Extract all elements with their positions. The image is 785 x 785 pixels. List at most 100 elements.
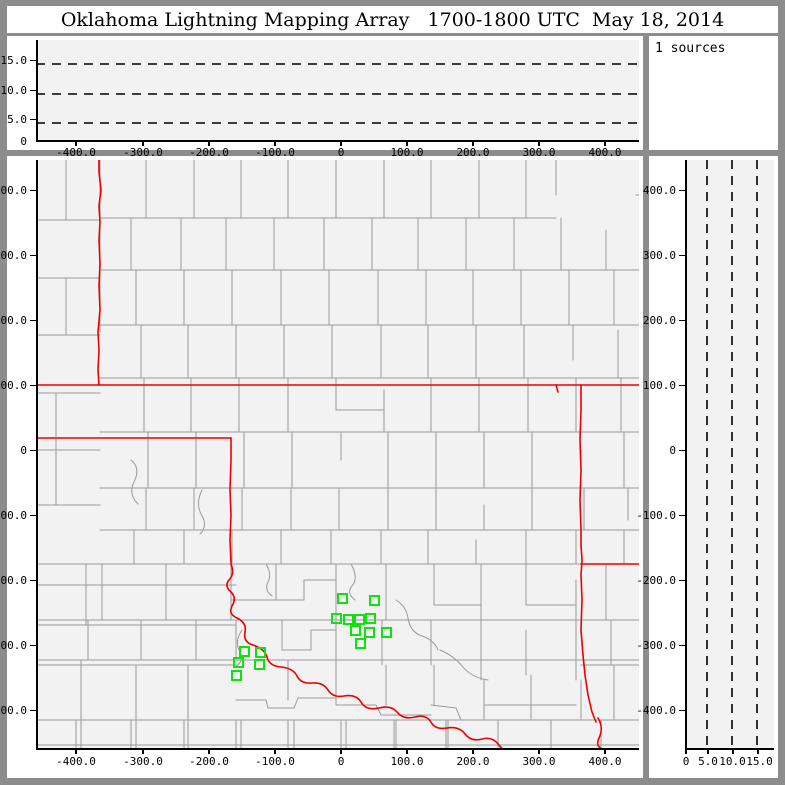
xtick-mark <box>340 748 342 754</box>
ytick-label: 0 <box>669 444 676 457</box>
altitude-vs-x-gridlines <box>36 63 639 124</box>
xtick-mark <box>472 748 474 754</box>
xtick-mark <box>538 140 540 146</box>
ytick-mark <box>30 579 37 581</box>
map-geography <box>36 160 639 749</box>
ytick-mark <box>679 579 686 581</box>
xtick-mark <box>406 748 408 754</box>
map-plot-area <box>36 160 639 749</box>
map-y-axis <box>36 160 38 749</box>
ytick-mark <box>30 644 37 646</box>
ytick-label: 200.0 <box>642 314 676 327</box>
ytick-label: -100.0 <box>636 509 676 522</box>
xtick-mark <box>75 140 77 146</box>
xtick-mark <box>604 748 606 754</box>
xtick-label: 0 <box>682 755 690 768</box>
xtick-label: 5.0 <box>698 755 718 768</box>
xtick-label: 300.0 <box>522 146 556 159</box>
ytick-mark <box>679 254 686 256</box>
ytick-mark <box>679 189 686 191</box>
altitude-vs-y-y-axis <box>685 160 687 749</box>
ytick-mark <box>30 254 37 256</box>
page-title: Oklahoma Lightning Mapping Array 1700-18… <box>60 8 725 31</box>
ytick-mark <box>679 449 686 451</box>
ytick-mark <box>30 59 37 61</box>
source-markers <box>231 593 392 681</box>
ytick-label: 10.0 <box>0 84 28 97</box>
ytick-mark <box>30 89 37 91</box>
ytick-label: -200.0 <box>636 574 676 587</box>
xtick-label: -100.0 <box>255 146 295 159</box>
ytick-label: 400.0 <box>0 184 27 197</box>
ytick-label: -300.0 <box>0 639 27 652</box>
source-count-label: 1 sources <box>655 41 726 56</box>
ytick-label: 200.0 <box>0 314 27 327</box>
xtick-label: 200.0 <box>456 755 490 768</box>
xtick-mark <box>142 140 144 146</box>
ytick-mark <box>679 514 686 516</box>
ytick-mark <box>679 709 686 711</box>
xtick-mark <box>604 140 606 146</box>
source-count-panel: 1 sources <box>649 36 778 150</box>
xtick-mark <box>340 140 342 146</box>
xtick-label: 0 <box>337 755 345 768</box>
xtick-mark <box>142 748 144 754</box>
ytick-label: -300.0 <box>636 639 676 652</box>
ytick-mark <box>30 384 37 386</box>
ytick-label: 0 <box>20 444 27 457</box>
altitude-vs-x-panel: 15.0 10.0 5.0 0 -400.0 -300.0 -200.0 -10… <box>1 36 643 159</box>
xtick-label: -400.0 <box>56 755 96 768</box>
ytick-mark <box>30 189 37 191</box>
xtick-label: 15.0 <box>746 755 773 768</box>
ytick-label: 15.0 <box>0 54 28 67</box>
xtick-label: -100.0 <box>255 755 295 768</box>
xtick-label: 200.0 <box>456 146 490 159</box>
ytick-label: 100.0 <box>0 379 27 392</box>
xtick-label: 300.0 <box>522 755 556 768</box>
altitude-vs-y-x-axis <box>685 748 774 750</box>
xtick-mark <box>274 140 276 146</box>
xtick-mark <box>274 748 276 754</box>
ytick-mark <box>30 449 37 451</box>
ytick-label: 0 <box>20 135 27 148</box>
altitude-vs-y-plot-area <box>685 160 774 749</box>
ytick-mark <box>30 118 37 120</box>
ytick-label: -400.0 <box>0 704 27 717</box>
title-bar: Oklahoma Lightning Mapping Array 1700-18… <box>7 6 778 33</box>
xtick-label: 400.0 <box>588 755 622 768</box>
xtick-label: -200.0 <box>189 755 229 768</box>
xtick-label: 400.0 <box>588 146 622 159</box>
xtick-label: 100.0 <box>390 755 424 768</box>
xtick-mark <box>685 748 687 754</box>
xtick-mark <box>538 748 540 754</box>
ytick-mark <box>679 384 686 386</box>
ytick-mark <box>30 709 37 711</box>
xtick-label: -300.0 <box>123 146 163 159</box>
altitude-vs-x-plot-area <box>36 40 639 141</box>
altitude-vs-y-panel: 400.0 300.0 200.0 100.0 0 -100.0 -200.0 … <box>636 156 778 778</box>
xtick-label: 10.0 <box>719 755 746 768</box>
xtick-mark <box>757 748 759 754</box>
xtick-mark <box>208 140 210 146</box>
altitude-vs-y-gridlines <box>706 160 758 749</box>
ytick-mark <box>30 514 37 516</box>
ytick-label: -400.0 <box>636 704 676 717</box>
xtick-label: -300.0 <box>123 755 163 768</box>
ytick-label: -100.0 <box>0 509 27 522</box>
xtick-mark <box>732 748 734 754</box>
ytick-label: 100.0 <box>642 379 676 392</box>
ytick-mark <box>30 319 37 321</box>
xtick-label: 0 <box>337 146 345 159</box>
ytick-label: 5.0 <box>7 113 27 126</box>
xtick-label: -200.0 <box>189 146 229 159</box>
xtick-label: 100.0 <box>390 146 424 159</box>
ytick-label: 400.0 <box>642 184 676 197</box>
ytick-label: 300.0 <box>642 249 676 262</box>
ytick-mark <box>679 644 686 646</box>
ytick-label: -200.0 <box>0 574 27 587</box>
xtick-mark <box>472 140 474 146</box>
altitude-vs-x-x-axis <box>36 140 639 142</box>
xtick-mark <box>707 748 709 754</box>
ytick-label: 300.0 <box>0 249 27 262</box>
